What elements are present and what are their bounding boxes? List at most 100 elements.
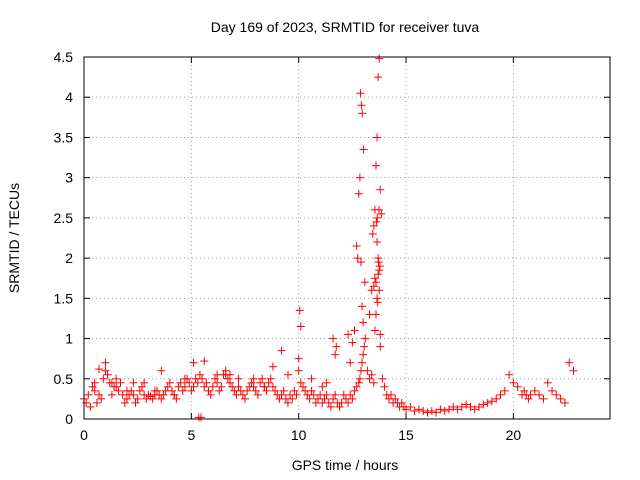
data-point xyxy=(373,238,382,247)
data-point xyxy=(322,390,331,399)
data-point xyxy=(217,382,226,391)
data-point xyxy=(215,386,224,395)
data-point xyxy=(295,306,304,315)
data-point xyxy=(247,378,256,387)
data-point xyxy=(238,390,247,399)
y-tick-label: 2.5 xyxy=(54,210,74,226)
data-point xyxy=(370,326,379,335)
data-point xyxy=(277,346,286,355)
y-tick-label: 4.5 xyxy=(54,49,74,65)
data-point xyxy=(377,209,386,218)
data-point xyxy=(260,382,269,391)
data-point xyxy=(148,394,157,403)
data-point xyxy=(324,398,333,407)
data-point xyxy=(140,378,149,387)
x-tick-label: 20 xyxy=(506,427,522,443)
data-point xyxy=(294,354,303,363)
data-point xyxy=(449,402,458,411)
data-point xyxy=(372,217,381,226)
data-points xyxy=(80,54,578,422)
data-point xyxy=(358,109,367,118)
data-point xyxy=(86,402,95,411)
data-point xyxy=(374,205,383,214)
x-tick-label: 0 xyxy=(80,427,88,443)
data-point xyxy=(329,394,338,403)
data-point xyxy=(298,382,307,391)
data-point xyxy=(444,405,453,414)
data-point xyxy=(500,386,509,395)
data-point xyxy=(277,390,286,399)
data-point xyxy=(296,378,305,387)
data-point xyxy=(266,374,275,383)
data-point xyxy=(258,374,267,383)
data-point xyxy=(165,378,174,387)
data-point xyxy=(556,394,565,403)
x-axis-title: GPS time / hours xyxy=(292,457,399,473)
y-tick-labels: 0 0.5 1 1.5 2 2.5 3 3.5 4 4.5 xyxy=(54,49,74,427)
data-point xyxy=(369,378,378,387)
data-point xyxy=(360,342,369,351)
data-point xyxy=(492,394,501,403)
data-point xyxy=(329,334,338,343)
data-point xyxy=(204,386,213,395)
data-point xyxy=(520,386,529,395)
data-point xyxy=(414,405,423,414)
data-point xyxy=(294,366,303,375)
data-point xyxy=(427,406,436,415)
data-point xyxy=(348,338,357,347)
data-point xyxy=(92,398,101,407)
data-point xyxy=(187,386,196,395)
data-point xyxy=(197,413,206,422)
data-point xyxy=(369,221,378,230)
y-tick-label: 0.5 xyxy=(54,371,74,387)
data-point xyxy=(279,386,288,395)
data-point xyxy=(150,386,159,395)
data-point xyxy=(170,390,179,399)
data-point xyxy=(157,394,166,403)
data-point xyxy=(133,394,142,403)
data-point xyxy=(193,378,202,387)
data-point xyxy=(355,374,364,383)
data-point xyxy=(367,286,376,295)
axis-ticks xyxy=(83,56,610,420)
data-point xyxy=(251,386,260,395)
data-point xyxy=(375,286,384,295)
data-point xyxy=(82,398,91,407)
data-point xyxy=(373,213,382,222)
data-point xyxy=(358,358,367,367)
data-point xyxy=(116,378,125,387)
data-point xyxy=(178,386,187,395)
data-point xyxy=(332,342,341,351)
data-point xyxy=(241,394,250,403)
y-tick-label: 2 xyxy=(65,250,73,266)
data-point xyxy=(268,362,277,371)
data-point xyxy=(539,394,548,403)
x-tick-label: 15 xyxy=(398,427,414,443)
data-point xyxy=(213,378,222,387)
data-point xyxy=(344,330,353,339)
data-point xyxy=(168,386,177,395)
data-point xyxy=(440,406,449,415)
data-point xyxy=(496,390,505,399)
data-point xyxy=(359,145,368,154)
data-point xyxy=(360,278,369,287)
data-point xyxy=(135,386,144,395)
data-point xyxy=(387,390,396,399)
data-point xyxy=(288,394,297,403)
data-point xyxy=(391,394,400,403)
data-point xyxy=(97,394,106,403)
data-point xyxy=(200,382,209,391)
data-point xyxy=(296,322,305,331)
data-point xyxy=(195,370,204,379)
data-point xyxy=(103,370,112,379)
data-point xyxy=(243,386,252,395)
data-point xyxy=(543,378,552,387)
data-point xyxy=(410,406,419,415)
data-point xyxy=(369,282,378,291)
data-point xyxy=(114,386,123,395)
data-point xyxy=(365,310,374,319)
data-point xyxy=(350,326,359,335)
data-point xyxy=(90,386,99,395)
data-point xyxy=(436,405,445,414)
data-point xyxy=(326,402,335,411)
